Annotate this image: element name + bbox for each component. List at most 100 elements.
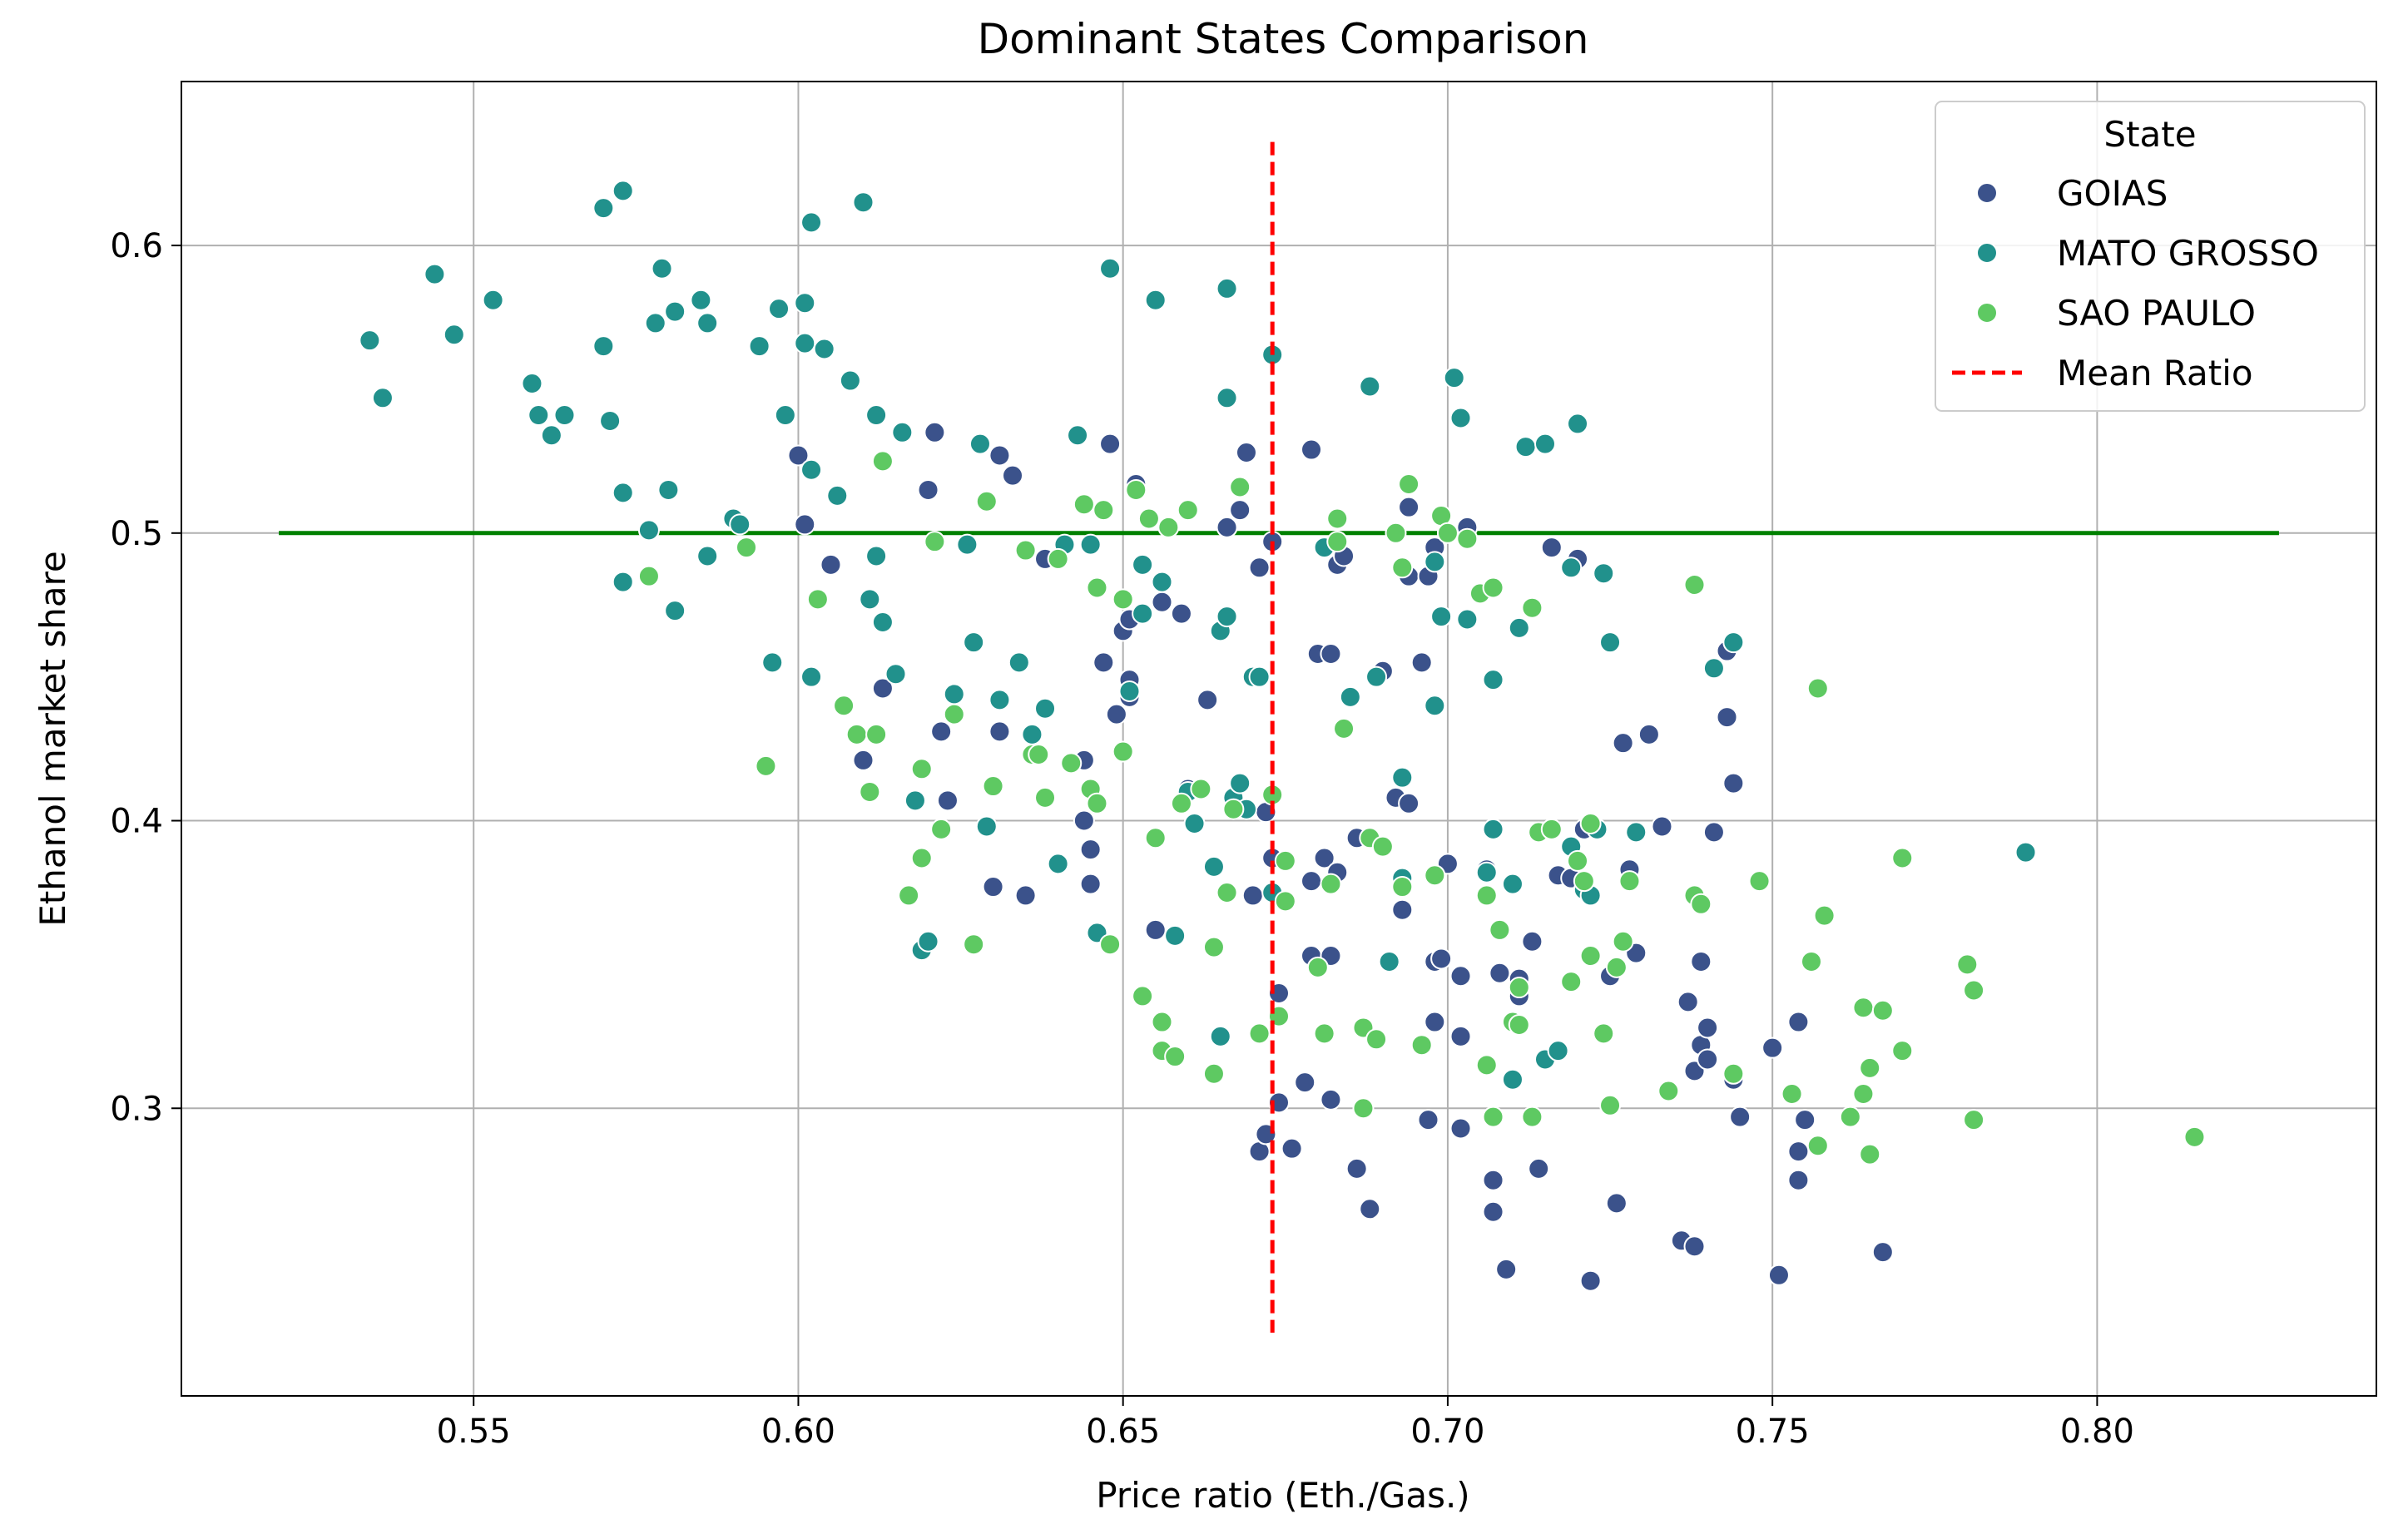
y-axis-label: Ethanol market share	[32, 551, 73, 927]
point-sao-paulo	[1690, 893, 1712, 915]
point-mato-grosso	[800, 211, 823, 234]
point-mato-grosso	[891, 421, 914, 443]
point-sao-paulo	[1385, 522, 1407, 544]
point-sao-paulo	[1521, 596, 1543, 619]
point-sao-paulo	[1326, 531, 1349, 553]
point-mato-grosso	[871, 611, 894, 633]
point-mato-grosso	[1508, 616, 1530, 639]
point-sao-paulo	[1216, 881, 1238, 903]
point-sao-paulo	[1410, 1034, 1433, 1056]
point-sao-paulo	[1313, 1022, 1335, 1045]
point-mato-grosso	[1560, 557, 1583, 579]
point-goias	[1702, 821, 1725, 844]
point-goias	[1093, 651, 1115, 674]
point-mato-grosso	[1482, 818, 1504, 840]
y-tick-label: 0.6	[110, 227, 163, 265]
point-sao-paulo	[1508, 1014, 1530, 1037]
point-sao-paulo	[1748, 870, 1771, 893]
point-sao-paulo	[1274, 890, 1296, 913]
point-goias	[1216, 516, 1238, 538]
point-sao-paulo	[1391, 876, 1414, 898]
point-sao-paulo	[1871, 999, 1894, 1022]
point-mato-grosso	[371, 387, 394, 409]
point-mato-grosso	[1359, 375, 1381, 398]
point-sao-paulo	[1125, 478, 1147, 501]
legend: State GOIAS MATO GROSSO SAO PAULO Mean R…	[1935, 101, 2366, 412]
x-tick-label: 0.65	[1086, 1413, 1160, 1451]
point-mato-grosso	[1365, 666, 1388, 688]
point-goias	[871, 677, 894, 700]
point-sao-paulo	[1190, 778, 1212, 800]
point-sao-paulo	[1722, 1062, 1745, 1085]
point-mato-grosso	[359, 329, 381, 352]
point-goias	[1489, 962, 1511, 984]
point-goias	[1099, 433, 1122, 455]
point-sao-paulo	[1859, 1056, 1881, 1079]
point-mato-grosso	[1132, 553, 1154, 576]
point-mato-grosso	[612, 571, 634, 593]
point-goias	[1014, 884, 1037, 907]
point-mato-grosso	[1482, 669, 1504, 691]
point-sao-paulo	[1540, 818, 1563, 840]
point-sao-paulo	[1398, 473, 1420, 496]
point-goias	[1294, 1071, 1316, 1094]
point-sao-paulo	[871, 450, 894, 473]
point-sao-paulo	[833, 695, 855, 717]
point-goias	[1229, 499, 1251, 522]
point-sao-paulo	[1371, 835, 1394, 858]
point-goias	[1697, 1048, 1719, 1071]
point-goias	[1716, 706, 1738, 729]
point-mato-grosso	[839, 369, 861, 392]
point-sao-paulo	[1579, 945, 1602, 967]
legend-marker-goias	[1976, 182, 1998, 204]
point-mato-grosso	[1144, 289, 1167, 311]
point-mato-grosso	[1501, 873, 1524, 895]
point-mato-grosso	[813, 338, 835, 360]
point-goias	[1528, 1157, 1550, 1180]
point-mato-grosso	[904, 789, 926, 812]
point-sao-paulo	[1612, 930, 1634, 953]
point-goias	[1281, 1137, 1303, 1160]
x-tick-label: 0.80	[2060, 1413, 2134, 1451]
point-mato-grosso	[1202, 855, 1225, 878]
point-sao-paulo	[736, 537, 758, 559]
point-sao-paulo	[924, 531, 946, 553]
point-goias	[852, 749, 875, 771]
point-mato-grosso	[482, 289, 504, 311]
point-sao-paulo	[982, 775, 1004, 798]
point-mato-grosso	[657, 478, 680, 501]
point-goias	[1729, 1106, 1751, 1128]
point-goias	[1197, 689, 1219, 711]
point-mato-grosso	[1099, 257, 1122, 280]
point-sao-paulo	[975, 490, 998, 512]
point-mato-grosso	[917, 930, 939, 953]
data-points	[359, 141, 2206, 1333]
point-mato-grosso	[1378, 950, 1400, 972]
point-goias	[917, 478, 939, 501]
point-sao-paulo	[1248, 1022, 1271, 1045]
point-sao-paulo	[1521, 1106, 1543, 1128]
point-mato-grosso	[774, 404, 796, 427]
point-mato-grosso	[553, 404, 576, 427]
point-mato-grosso	[768, 298, 790, 320]
point-sao-paulo	[910, 758, 933, 780]
point-sao-paulo	[1222, 798, 1245, 820]
point-sao-paulo	[943, 703, 965, 725]
point-goias	[936, 789, 959, 812]
point-goias	[988, 444, 1011, 467]
point-mato-grosso	[1567, 413, 1589, 435]
point-mato-grosso	[528, 404, 550, 427]
point-mato-grosso	[696, 545, 719, 567]
point-mato-grosso	[943, 683, 965, 705]
point-goias	[794, 513, 816, 536]
point-mato-grosso	[852, 191, 875, 214]
point-sao-paulo	[1112, 740, 1134, 763]
point-sao-paulo	[1475, 1054, 1498, 1076]
point-goias	[1787, 1169, 1810, 1191]
point-mato-grosso	[800, 666, 823, 688]
point-mato-grosso	[1216, 606, 1238, 628]
point-goias	[1144, 918, 1167, 941]
point-mato-grosso	[1164, 924, 1187, 947]
y-tick-label: 0.4	[110, 803, 163, 841]
point-goias	[1677, 991, 1699, 1013]
